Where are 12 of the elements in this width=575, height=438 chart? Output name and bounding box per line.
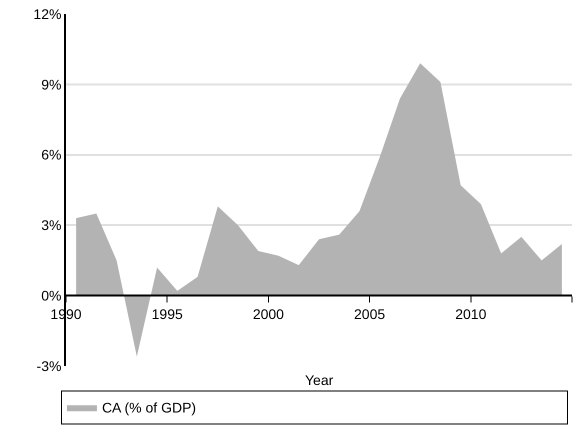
x-axis-title: Year [305,372,334,388]
x-tick-label: 1995 [152,306,183,322]
y-tick-label: 3% [41,217,62,234]
y-tick-label: 9% [41,76,62,92]
legend-label: CA (% of GDP) [102,400,196,416]
y-tick-label: -3% [36,358,62,374]
x-tick-label: 2010 [455,306,487,322]
x-tick-label: 2005 [354,306,386,322]
x-tick-label: 2000 [252,306,284,322]
y-tick-label: 0% [41,288,62,304]
y-tick-label: 12% [33,6,62,22]
y-tick-label: 6% [41,146,62,163]
